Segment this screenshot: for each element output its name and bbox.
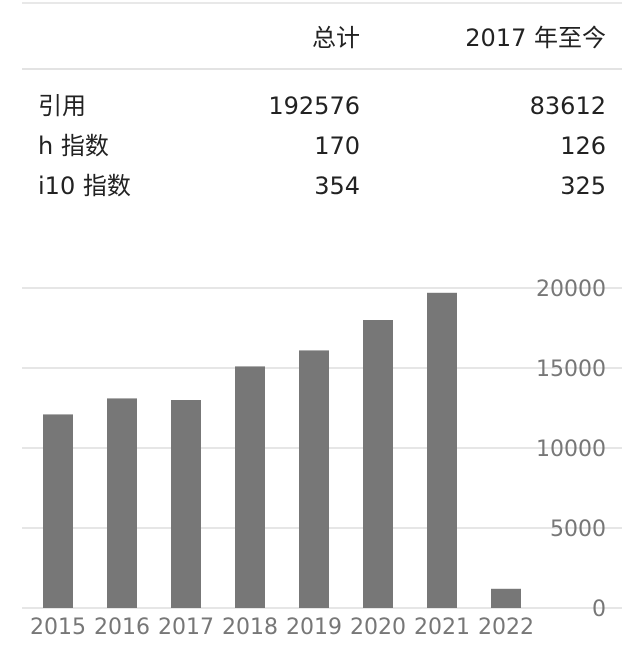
citations-since-value: 83612 (529, 92, 606, 120)
x-tick-label-2021: 2021 (414, 615, 470, 640)
column-header-total: 总计 (312, 24, 360, 52)
h-index-since-value: 126 (560, 132, 606, 160)
citations-per-year-chart: 0 5000 10000 15000 20000 2015 2016 2017 2018 2019… (0, 272, 644, 650)
row-label-i10-index: i10 指数 (38, 172, 131, 200)
citations-total-value: 192576 (268, 92, 360, 120)
row-label-citations: 引用 (38, 92, 86, 120)
table-header-row: 总计 2017 年至今 (22, 4, 622, 70)
bar-2021 (427, 292, 457, 608)
column-header-since-2017: 2017 年至今 (465, 24, 606, 52)
table-top-divider (22, 2, 622, 4)
i10-index-since-value: 325 (560, 172, 606, 200)
table-row-h-index: h 指数 170 126 (22, 126, 622, 166)
x-tick-label-2019: 2019 (286, 615, 342, 640)
x-tick-label-2016: 2016 (94, 615, 150, 640)
table-row-citations: 引用 192576 83612 (22, 86, 622, 126)
table-row-i10-index: i10 指数 354 325 (22, 166, 622, 206)
citations-bar-chart-svg: 0 5000 10000 15000 20000 2015 2016 2017 2018 2019… (22, 277, 622, 640)
y-tick-label-5000: 5000 (550, 517, 606, 542)
bar-2022 (491, 588, 521, 608)
y-tick-label-20000: 20000 (536, 277, 606, 302)
bar-2015 (43, 414, 73, 608)
y-tick-label-15000: 15000 (536, 357, 606, 382)
x-tick-label-2022: 2022 (478, 615, 534, 640)
x-tick-label-2017: 2017 (158, 615, 214, 640)
bar-2016 (107, 398, 137, 608)
bar-2018 (235, 366, 265, 608)
y-tick-label-10000: 10000 (536, 437, 606, 462)
x-tick-label-2020: 2020 (350, 615, 406, 640)
h-index-total-value: 170 (314, 132, 360, 160)
x-tick-label-2018: 2018 (222, 615, 278, 640)
bar-2019 (299, 350, 329, 608)
i10-index-total-value: 354 (314, 172, 360, 200)
x-tick-label-2015: 2015 (30, 615, 86, 640)
bar-2020 (363, 320, 393, 608)
bar-2017 (171, 400, 201, 608)
row-label-h-index: h 指数 (38, 132, 109, 160)
y-tick-label-0: 0 (592, 597, 606, 622)
